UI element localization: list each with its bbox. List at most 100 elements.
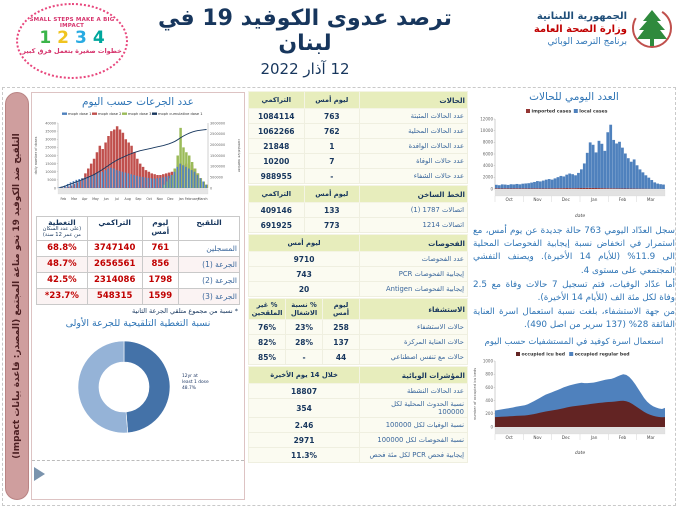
svg-text:5000: 5000 (47, 178, 56, 182)
svg-text:occupied icu bed: occupied icu bed (522, 351, 566, 357)
row-value: 133 (303, 202, 361, 218)
stats-table-0: الحالات ليوم أمس التراكمي عدد الحالات المثب… (248, 91, 468, 184)
svg-text:3000000: 3000000 (210, 121, 225, 125)
table-row: حالات مع تنفس اصطناعي 44-85% (247, 349, 468, 365)
svg-text:25000: 25000 (45, 146, 56, 150)
row-cumulative: 548315 (86, 287, 143, 305)
row-value: 409146 (248, 202, 305, 218)
stats-table-2: الفحوصات ليوم أمس عدد الفحوصات 9710 إيجابية … (247, 234, 468, 297)
table-row: حالات الاستشفاء 258 23% 76% (247, 319, 468, 335)
svg-text:0: 0 (54, 186, 56, 190)
cedar-logo-icon (632, 8, 672, 48)
svg-text:cumulative number: cumulative number (237, 139, 241, 173)
row-value: 2.46 (247, 417, 361, 433)
row-label: نسبة الفحوصات لكل 100000 (359, 432, 468, 448)
row-label: حالات العناية المركزة (359, 334, 468, 350)
svg-text:1000000: 1000000 (210, 165, 225, 169)
row-value: 85% (247, 349, 287, 365)
digit-1: 1 (39, 28, 52, 48)
table-header-row: الفحوصات ليوم أمس (247, 234, 468, 252)
table-header-row: الحالات ليوم أمس التراكمي (248, 91, 468, 109)
table-row: نسبة الفحوصات لكل 100000 2971 (247, 432, 468, 448)
row-value: 10200 (248, 153, 305, 169)
row-coverage: 48.7% (36, 255, 88, 273)
stats-table-4: المؤشرات الوبائية خلال 14 يوم الأخيرة عدد … (247, 366, 468, 463)
svg-text:10000: 10000 (480, 128, 493, 133)
row-label: عدد الحالات النشطة (359, 383, 468, 399)
svg-text:least 1 dose: least 1 dose (182, 379, 209, 385)
row-yesterday: 761 (141, 239, 180, 257)
ministry-line-esu: برنامج الترصد الوبائي (547, 37, 627, 47)
svg-text:Dec: Dec (167, 197, 173, 201)
stats-table-3: الاستشفاء ليوم أمس% نسبة الاشغال% غير الم… (247, 298, 468, 365)
table-row: عدد الحالات النشطة 18807 (247, 383, 468, 399)
col-yesterday: ليوم أمس (141, 216, 180, 241)
svg-text:Jan: Jan (590, 435, 598, 440)
row-yesterday: 1798 (141, 271, 180, 289)
table-row: عدد الحالات الوافدة 1 21848 (248, 138, 468, 154)
row-label: الجرعة (1) (178, 255, 240, 273)
svg-text:0: 0 (490, 186, 493, 191)
table-header-row: الاستشفاء ليوم أمس% نسبة الاشغال% غير الم… (247, 298, 468, 320)
column-header: % نسبة الاشغال (285, 298, 324, 320)
table-row: عدد الحالات المحلية 762 1062266 (248, 123, 468, 139)
table-row: عدد الفحوصات 9710 (247, 251, 468, 267)
row-label: إيجابية الفحوصات Antigen (359, 281, 468, 297)
row-label: نسبة الحدوث المحلية لكل 100000 (359, 398, 468, 418)
section-title: الاستشفاء (359, 298, 468, 320)
svg-text:600: 600 (485, 384, 493, 389)
coverage-subheader: (على عدد السكان من عمر 12 سنة) (42, 226, 82, 238)
row-value: 11.3% (247, 447, 361, 463)
ministry-text: الجمهورية اللبنانية وزارة الصحة العامة ب… (534, 11, 627, 47)
svg-text:Feb: Feb (619, 197, 627, 202)
row-value: 763 (303, 108, 361, 124)
column-header: التراكمي (248, 91, 305, 109)
row-value: 743 (247, 266, 361, 282)
stats-table-1: الخط الساخن ليوم أمس التراكمي اتصالات 1787 … (248, 185, 468, 233)
section-title: الخط الساخن (359, 185, 468, 203)
main-content-frame (2, 87, 676, 506)
row-value: 9710 (247, 251, 361, 267)
digit-2: 2 (57, 28, 69, 48)
svg-text:30000: 30000 (45, 138, 56, 142)
svg-text:20000: 20000 (45, 154, 56, 158)
row-coverage: 68.8% (36, 239, 88, 257)
section-title: المؤشرات الوبائية (359, 366, 468, 384)
svg-text:0: 0 (210, 186, 212, 190)
table-row: عدد حالات الشفاء -988955 (248, 168, 468, 184)
row-cumulative: 2314086 (86, 271, 143, 289)
row-label: الجرعة (2) (178, 271, 240, 289)
row-label: عدد حالات الوفاة (359, 153, 468, 169)
row-label: حالات الاستشفاء (359, 319, 468, 335)
svg-text:800: 800 (485, 371, 493, 376)
row-coverage: 23.7%* (36, 287, 88, 305)
table-row: الجرعة (1) 856 2656561 48.7% (36, 255, 240, 273)
column-header: خلال 14 يوم الأخيرة (247, 366, 361, 384)
row-value: 2971 (247, 432, 361, 448)
svg-text:2000: 2000 (483, 175, 494, 180)
row-value: 1062266 (248, 123, 305, 139)
daily-cases-chart-title: العدد اليومي للحالات (529, 91, 619, 103)
svg-text:6000: 6000 (483, 151, 494, 156)
row-value: 354 (247, 398, 361, 418)
svg-text:Oct: Oct (506, 197, 514, 202)
row-value: 762 (303, 123, 361, 139)
doses-chart: 0 5000 10000 15000 20000 25000 30000 35000 40000… (34, 112, 241, 201)
vaccination-table: التلقيح ليوم أمس التراكمي التغطية (على عد… (36, 216, 240, 305)
svg-text:Mar: Mar (647, 197, 655, 202)
ministry-line-republic: الجمهورية اللبنانية (536, 11, 627, 22)
section-title: الفحوصات (359, 234, 468, 252)
row-value: 988955 (248, 168, 305, 184)
table-row: الجرعة (2) 1798 2314086 42.5% (36, 271, 240, 289)
svg-text:local cases: local cases (579, 109, 607, 115)
svg-text:Feb: Feb (61, 197, 67, 201)
svg-text:12yr at: 12yr at (182, 373, 198, 379)
page-title: ترصد عدوى الكوفيد 19 في لبنان (158, 6, 452, 56)
svg-text:2000000: 2000000 (210, 143, 225, 147)
table-row: عدد حالات الوفاة 7 10200 (248, 153, 468, 169)
svg-text:Nov: Nov (533, 435, 542, 440)
svg-text:Mar: Mar (647, 435, 655, 440)
svg-text:May: May (92, 197, 99, 201)
table-row: نسبة الوفيات لكل 100000 2.46 (247, 417, 468, 433)
